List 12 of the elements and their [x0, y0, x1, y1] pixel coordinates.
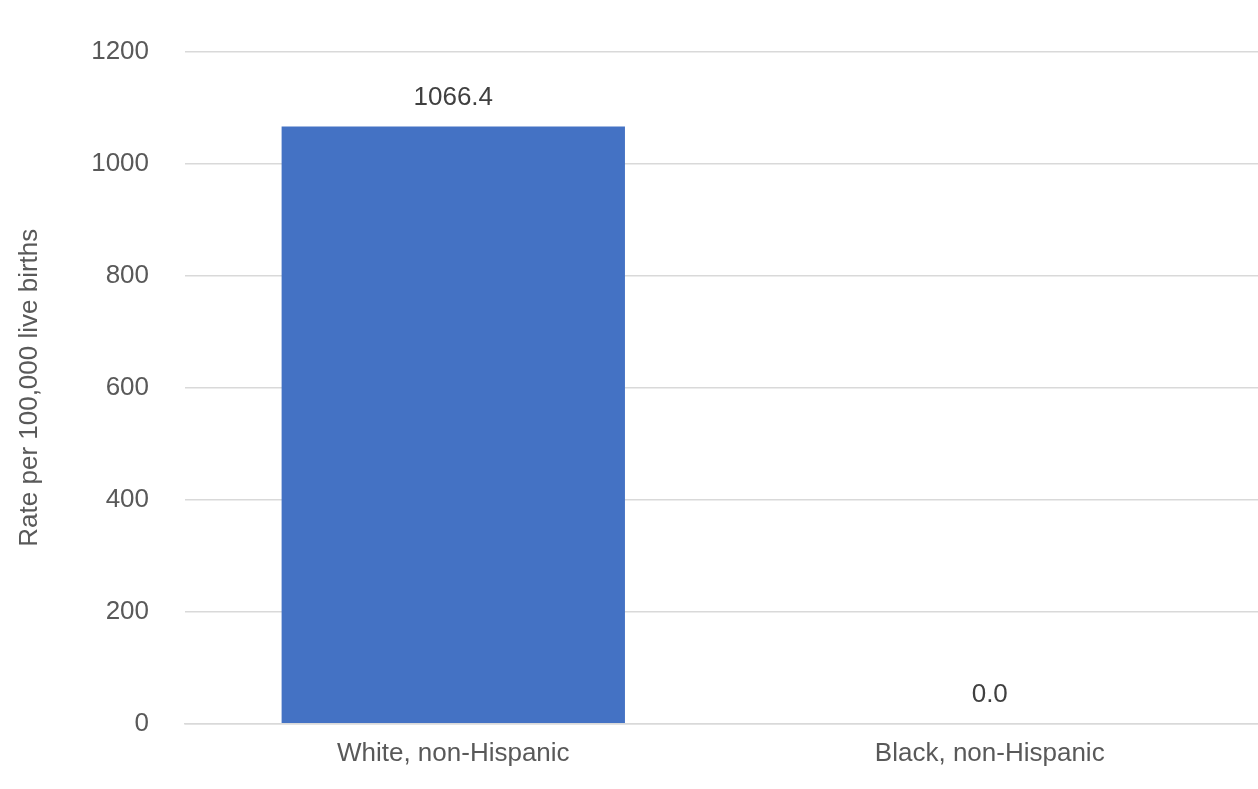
y-tick-label: 600	[105, 370, 150, 401]
y-tick-label: 1200	[91, 34, 150, 65]
x-tick-label: Black, non-Hispanic	[874, 736, 1105, 767]
y-tick-label: 400	[105, 482, 150, 513]
x-tick-label: White, non-Hispanic	[336, 736, 570, 767]
y-axis-title: Rate per 100,000 live births	[12, 228, 43, 547]
y-tick-label: 200	[105, 594, 150, 625]
y-tick-label: 0	[134, 706, 150, 737]
data-label: 0.0	[971, 677, 1008, 708]
y-tick-label: 1000	[91, 146, 150, 177]
data-label: 1066.4	[413, 80, 494, 111]
y-tick-label: 800	[105, 258, 150, 289]
